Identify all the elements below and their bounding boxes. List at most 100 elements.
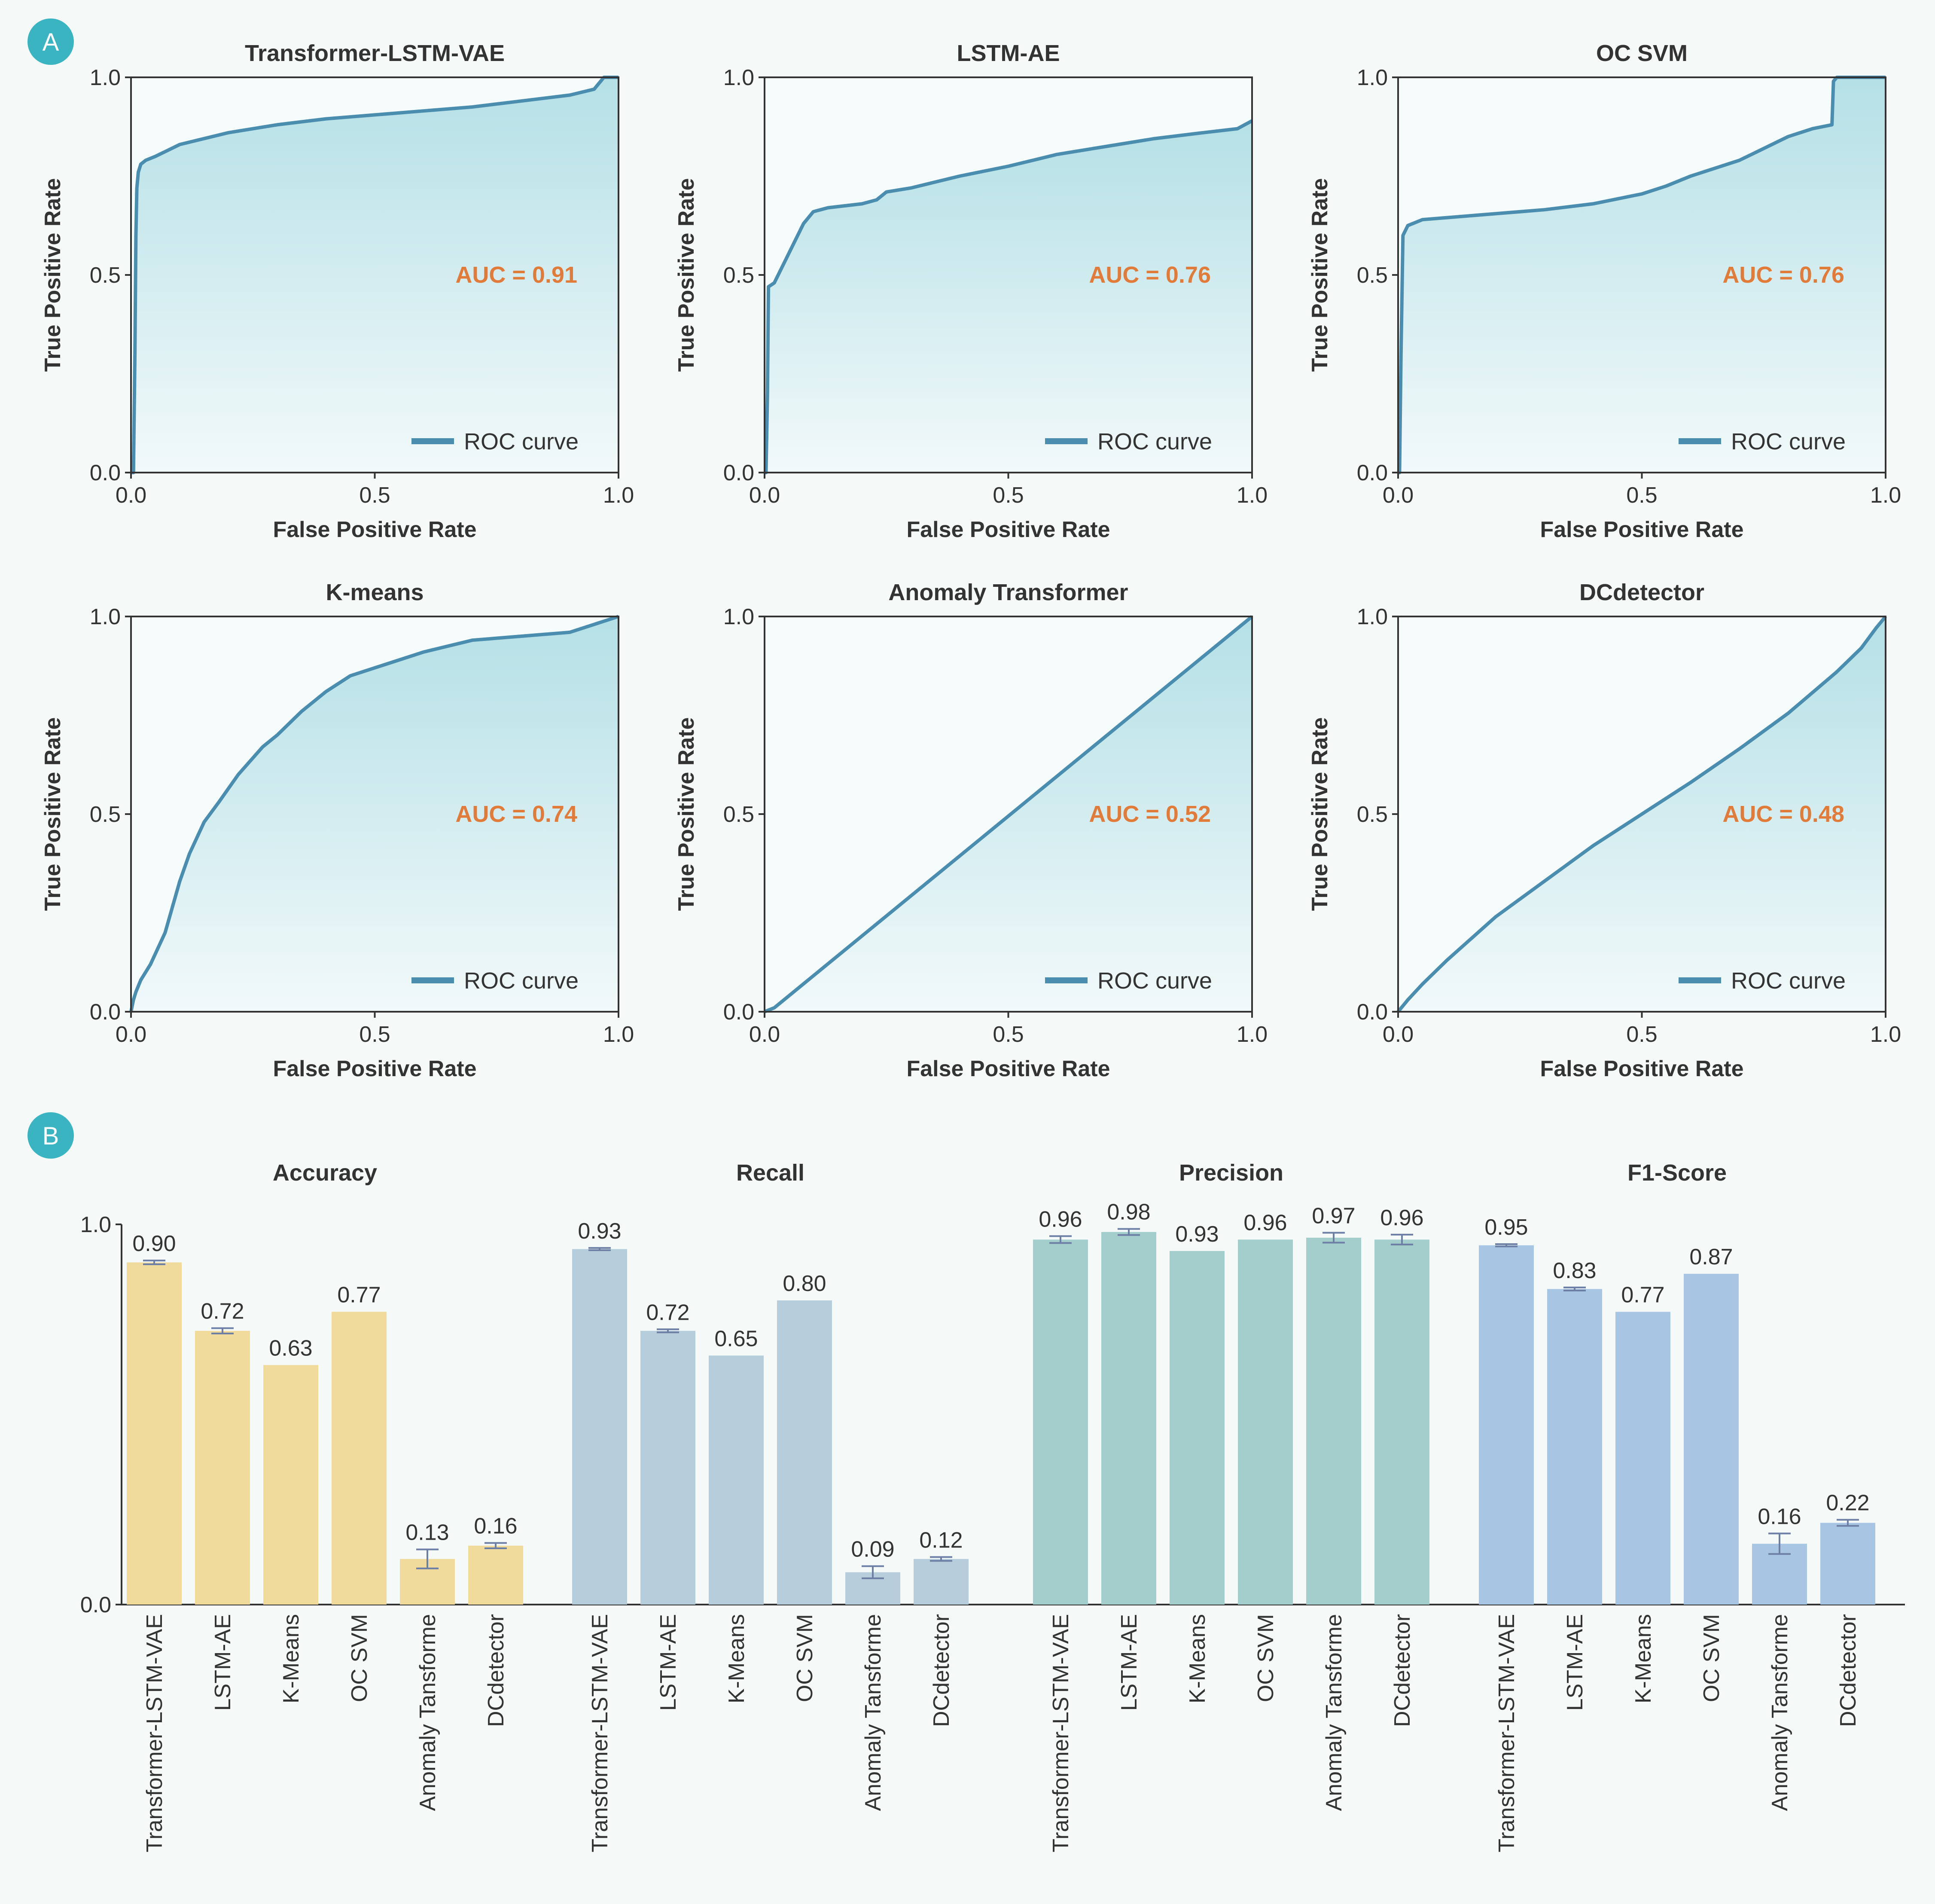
bar-category-label: OC SVM [347,1614,372,1702]
bar-value-label: 0.16 [474,1514,517,1539]
roc-curve-line [129,615,619,1012]
bar [1547,1289,1602,1605]
bar-value-label: 0.97 [1312,1203,1355,1228]
x-tick-label: 0.0 [1383,1022,1414,1047]
y-tick-label: 0.0 [90,461,121,485]
error-bar [416,1548,439,1569]
error-bar [143,1260,165,1265]
roc-area-fill [1398,77,1886,473]
bar-value-label: 0.22 [1826,1491,1869,1516]
bar [1479,1245,1534,1605]
panel-a-badge: A [27,18,74,65]
bar-category-label: OC SVM [1699,1614,1724,1702]
bar-category-label: Transformer-LSTM-VAE [588,1614,612,1852]
chart-title: OC SVM [1596,40,1688,66]
x-tick-label: 0.5 [359,1022,390,1047]
legend: ROC curve [411,429,579,455]
bar [127,1262,182,1605]
bar-value-label: 0.83 [1553,1258,1596,1283]
y-tick-label: 0.0 [723,461,754,485]
legend-label: ROC curve [1731,968,1846,994]
bar-category-label: DCdetector [1390,1614,1415,1727]
bar-value-label: 0.93 [578,1219,621,1244]
bar-category-label: DCdetector [1836,1614,1861,1727]
y-tick-label: 0.5 [1357,263,1388,288]
bar-y-tick-label: 0.0 [80,1593,111,1617]
error-bar [211,1327,234,1334]
legend: ROC curve [411,968,579,994]
bar [914,1559,969,1605]
y-tick-label: 0.0 [1357,1000,1388,1025]
x-tick-label: 1.0 [603,483,634,508]
bar-category-label: Transformer-LSTM-VAE [1494,1614,1519,1852]
roc-chart-2: OC SVM 0.00.0 0.5 0.5 1.0 1.0 False Positive R… [1307,40,1901,542]
error-bar [1768,1532,1791,1555]
bar-category-label: K-Means [279,1614,304,1703]
bar-value-label: 0.96 [1039,1207,1082,1232]
bar-category-label: DCdetector [484,1614,509,1727]
y-tick-label: 1.0 [723,65,754,90]
bar-panels: 0.0 1.0 Accuracy 0.90 Transformer-LSTM-VAE 0.… [80,1160,1905,1852]
error-bar [1563,1286,1586,1291]
bar-value-label: 0.16 [1758,1504,1801,1529]
bar [1101,1232,1156,1605]
bar-chart-title: Precision [1179,1160,1283,1186]
roc-curve-line [764,615,1253,1013]
bar-category-label: Transformer-LSTM-VAE [1048,1614,1073,1852]
error-bar [1837,1519,1859,1527]
panel-b-badge: B [27,1112,74,1159]
bar-value-label: 0.96 [1243,1210,1287,1235]
auc-annotation: AUC = 0.52 [1089,801,1211,827]
roc-curve-line [131,76,619,474]
x-tick-label: 0.0 [749,483,780,508]
bar [1033,1239,1088,1605]
y-tick-label: 1.0 [90,65,121,90]
bar [1306,1237,1361,1605]
bar-chart-2: Precision 0.96 Transformer-LSTM-VAE 0.98 LST… [1033,1160,1429,1852]
bar-value-label: 0.65 [714,1326,758,1351]
x-axis-label: False Positive Rate [907,1056,1110,1081]
roc-chart-5: DCdetector 0.00.0 0.5 0.5 1.0 1.0 False Positi… [1307,580,1901,1081]
roc-area-fill [131,616,619,1012]
y-tick-label: 0.0 [1357,461,1388,485]
x-axis-label: False Positive Rate [273,1056,477,1081]
y-axis-label: True Positive Rate [40,178,65,372]
legend: ROC curve [1679,429,1846,455]
bar-category-label: LSTM-AE [656,1614,681,1711]
roc-curve-line [1396,615,1887,1013]
x-tick-label: 1.0 [603,1022,634,1047]
roc-chart-0: Transformer-LSTM-VAE 0.00.0 0.5 0.5 1.0 1.0 Fa… [40,40,634,542]
bar [263,1365,318,1605]
auc-annotation: AUC = 0.91 [455,262,577,288]
legend-label: ROC curve [1731,429,1846,455]
bar-category-label: Transformer-LSTM-VAE [142,1614,167,1852]
x-tick-label: 0.5 [993,483,1024,508]
bar-value-label: 0.72 [201,1299,244,1324]
y-tick-label: 1.0 [723,604,754,629]
error-bar [930,1556,952,1562]
bar-value-label: 0.98 [1107,1200,1150,1225]
chart-title: Transformer-LSTM-VAE [245,40,505,66]
y-tick-label: 0.0 [723,1000,754,1025]
bar-value-label: 0.12 [919,1528,963,1553]
bar-value-label: 0.96 [1380,1205,1423,1230]
y-tick-label: 1.0 [1357,65,1388,90]
bar-chart-title: Accuracy [273,1160,377,1186]
error-bar [862,1565,884,1579]
error-bar [1323,1232,1345,1244]
bar-chart-title: F1-Score [1627,1160,1727,1186]
bar-value-label: 0.77 [1621,1283,1664,1308]
x-tick-label: 0.5 [1626,1022,1657,1047]
x-tick-label: 0.0 [1383,483,1414,508]
auc-annotation: AUC = 0.74 [455,801,577,827]
bar-category-label: LSTM-AE [210,1614,235,1711]
bar-chart-0: Accuracy 0.90 Transformer-LSTM-VAE 0.72 LSTM… [127,1160,523,1852]
error-bar [657,1328,679,1333]
roc-panels: Transformer-LSTM-VAE0.00.00.50.51.01.0Fa… [40,40,1901,1081]
bar [332,1312,387,1605]
bar [1615,1312,1670,1605]
x-tick-label: 0.0 [116,1022,146,1047]
x-tick-label: 1.0 [1237,483,1268,508]
y-axis-label: True Positive Rate [1307,717,1332,911]
